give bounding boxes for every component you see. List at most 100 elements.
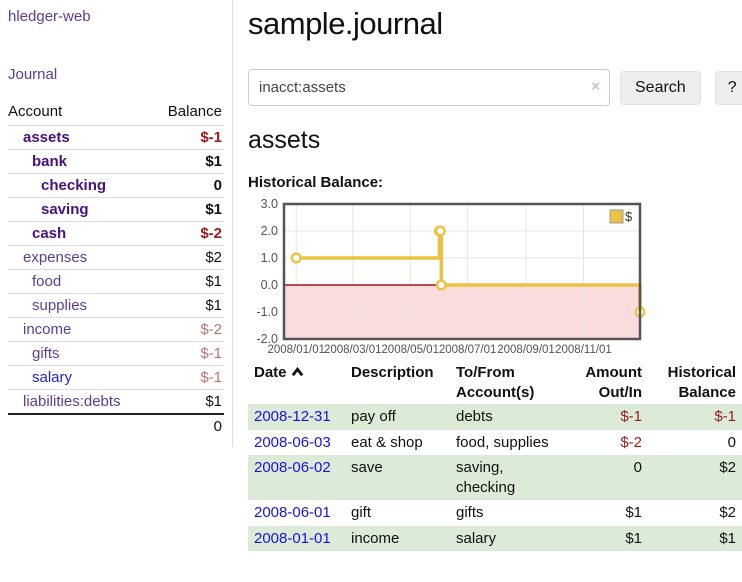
legend-label: $ bbox=[625, 209, 633, 224]
register-header-amount: Amount Out/In bbox=[585, 364, 642, 401]
search-button[interactable]: Search bbox=[620, 70, 701, 105]
transaction-description: income bbox=[345, 525, 450, 551]
account-balance: $1 bbox=[152, 149, 224, 174]
page-title: sample.journal bbox=[248, 6, 443, 41]
transaction-date-link[interactable]: 2008-01-01 bbox=[254, 529, 331, 547]
register-row: 2008-12-31 pay off debts $-1 $-1 bbox=[248, 404, 742, 430]
chart-section-label: Historical Balance: bbox=[248, 174, 384, 191]
search-bar: × Search ? bbox=[248, 69, 742, 106]
account-row: bank $1 bbox=[8, 149, 224, 174]
sidebar-account-link[interactable]: liabilities:debts bbox=[23, 393, 121, 410]
transaction-accounts: debts bbox=[450, 404, 568, 430]
transaction-description: eat & shop bbox=[351, 433, 423, 451]
svg-text:2008/11/01: 2008/11/01 bbox=[555, 344, 612, 356]
register-header-tofrom: To/From Account(s) bbox=[456, 364, 535, 401]
accounts-total-row: 0 bbox=[8, 413, 224, 438]
clear-search-icon[interactable]: × bbox=[591, 78, 600, 95]
account-row: checking 0 bbox=[8, 173, 224, 198]
svg-text:1.0: 1.0 bbox=[261, 251, 278, 265]
transaction-date-link[interactable]: 2008-06-02 bbox=[254, 459, 331, 476]
register-header-description: Description bbox=[351, 364, 434, 381]
search-input[interactable] bbox=[248, 69, 610, 106]
svg-text:2008/03/01: 2008/03/01 bbox=[324, 344, 382, 356]
transaction-balance: $1 bbox=[648, 525, 742, 551]
account-heading: assets bbox=[248, 126, 321, 154]
transaction-balance: 0 bbox=[727, 433, 736, 451]
account-balance: 0 bbox=[152, 173, 224, 198]
sidebar-account-link[interactable]: supplies bbox=[32, 297, 88, 314]
svg-text:2008/07/01: 2008/07/01 bbox=[439, 344, 497, 356]
transaction-description: pay off bbox=[345, 404, 450, 430]
sidebar-account-link[interactable]: food bbox=[32, 273, 62, 290]
transaction-amount: 0 bbox=[568, 455, 648, 500]
svg-text:3.0: 3.0 bbox=[261, 198, 278, 211]
account-row: expenses $2 bbox=[8, 245, 224, 270]
account-balance: $-1 bbox=[152, 125, 224, 150]
transaction-description: save bbox=[345, 455, 450, 500]
accounts-header-balance: Balance bbox=[167, 103, 222, 120]
accounts-total-value: 0 bbox=[152, 413, 224, 438]
sidebar-account-link[interactable]: assets bbox=[23, 129, 70, 146]
sidebar-account-link[interactable]: expenses bbox=[23, 249, 88, 266]
account-row: food $1 bbox=[8, 269, 224, 294]
svg-text:2008/09/01: 2008/09/01 bbox=[497, 344, 555, 356]
sort-ascending-icon bbox=[291, 363, 304, 383]
accounts-table: Account Balance assets $-1 bank $1 checking 0… bbox=[8, 100, 224, 438]
account-row: salary $-1 bbox=[8, 365, 224, 390]
account-balance: $-2 bbox=[152, 221, 224, 246]
sidebar-account-link[interactable]: bank bbox=[32, 153, 68, 170]
transaction-date-link[interactable]: 2008-06-03 bbox=[254, 433, 331, 451]
transaction-accounts: gifts bbox=[456, 504, 484, 521]
register-header-balance: Historical Balance bbox=[667, 364, 736, 401]
account-balance: $1 bbox=[152, 293, 224, 318]
account-row: saving $1 bbox=[8, 197, 224, 222]
register-table: Date Description To/From Account(s) Amou… bbox=[248, 361, 742, 551]
account-balance: $1 bbox=[152, 269, 224, 294]
transaction-date-link[interactable]: 2008-06-01 bbox=[254, 504, 331, 521]
account-balance: $-1 bbox=[152, 341, 224, 366]
register-row: 2008-06-01 gift gifts $1 $2 bbox=[248, 500, 742, 526]
svg-text:-1.0: -1.0 bbox=[256, 305, 278, 319]
account-row: income $-2 bbox=[8, 317, 224, 342]
transaction-amount: $1 bbox=[625, 504, 642, 521]
legend-swatch bbox=[609, 209, 624, 224]
help-button[interactable]: ? bbox=[714, 70, 742, 105]
svg-text:0.0: 0.0 bbox=[261, 278, 278, 292]
transaction-accounts: food, supplies bbox=[456, 433, 549, 451]
transaction-date-link[interactable]: 2008-12-31 bbox=[254, 408, 331, 425]
transaction-description: gift bbox=[351, 504, 372, 521]
svg-text:2.0: 2.0 bbox=[261, 224, 278, 238]
svg-text:2008/05/01: 2008/05/01 bbox=[381, 344, 439, 356]
account-row: liabilities:debts $1 bbox=[8, 389, 224, 414]
sidebar-account-link[interactable]: cash bbox=[32, 225, 67, 242]
register-row: 2008-01-01 income salary $1 $1 bbox=[248, 525, 742, 551]
transaction-balance: $-1 bbox=[648, 404, 742, 430]
app-title-link[interactable]: hledger-web bbox=[8, 8, 91, 25]
account-balance: $-2 bbox=[152, 317, 224, 342]
historical-balance-chart: $3.0 2.0 1.0 0.0 -1.0 -2.0 2008/01/01 2008/03/0… bbox=[248, 197, 728, 356]
register-row: 2008-06-03 eat & shop food, supplies $-2 0 bbox=[248, 430, 742, 456]
transaction-accounts: saving, checking bbox=[450, 455, 568, 500]
transaction-amount: $1 bbox=[568, 525, 648, 551]
main-content: sample.journal × Search ? assets Histori… bbox=[233, 0, 742, 582]
account-row: cash $-2 bbox=[8, 221, 224, 246]
sidebar-account-link[interactable]: salary bbox=[32, 369, 73, 386]
transaction-accounts: salary bbox=[450, 525, 568, 551]
sidebar: hledger-web Journal Account Balance asse… bbox=[0, 0, 233, 447]
svg-text:-2.0: -2.0 bbox=[256, 332, 278, 346]
account-balance: $1 bbox=[152, 197, 224, 222]
account-balance: $2 bbox=[152, 245, 224, 270]
sidebar-item-journal[interactable]: Journal bbox=[8, 66, 58, 83]
account-balance: $-1 bbox=[152, 365, 224, 390]
transaction-amount: $-1 bbox=[568, 404, 648, 430]
accounts-header-account: Account bbox=[8, 103, 63, 120]
sidebar-account-link[interactable]: gifts bbox=[32, 345, 60, 362]
transaction-balance: $2 bbox=[648, 455, 742, 500]
sidebar-account-link[interactable]: saving bbox=[41, 201, 89, 218]
sidebar-account-link[interactable]: income bbox=[23, 321, 72, 338]
account-row: gifts $-1 bbox=[8, 341, 224, 366]
sidebar-account-link[interactable]: checking bbox=[41, 177, 107, 194]
account-row: supplies $1 bbox=[8, 293, 224, 318]
register-row: 2008-06-02 save saving, checking 0 $2 bbox=[248, 455, 742, 500]
register-header-date[interactable]: Date bbox=[248, 361, 345, 404]
